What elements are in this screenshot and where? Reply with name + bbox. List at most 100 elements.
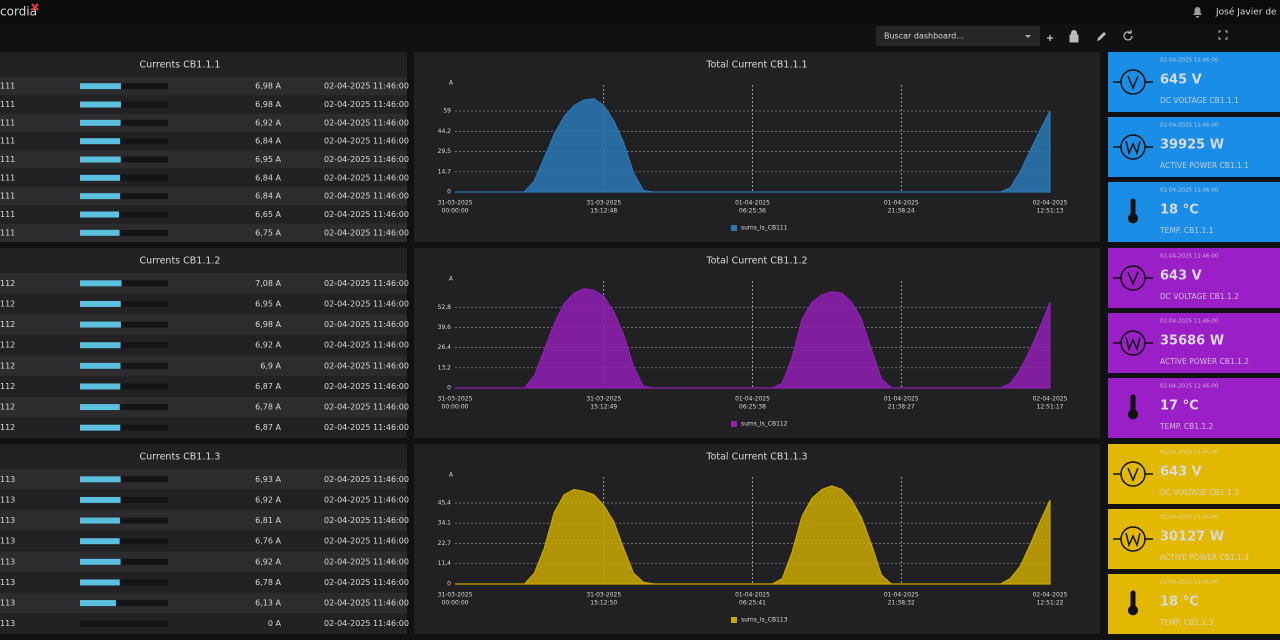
legend-swatch	[731, 225, 737, 231]
y-tick-label: 29,5	[438, 148, 452, 155]
value-bar	[80, 300, 121, 307]
search-box[interactable]	[876, 26, 1040, 46]
row-name: 112	[0, 341, 15, 350]
y-tick-label: 14,7	[438, 168, 452, 175]
row-value: 6,95 A	[255, 155, 281, 164]
card-time: 02-04-2025 11:46:00	[1160, 188, 1219, 194]
x-tick-time: 00:00:00	[442, 600, 469, 607]
card-label: ACTIVE POWER CB1.1.1	[1160, 161, 1249, 170]
legend-swatch	[731, 421, 737, 427]
card-time: 02-04-2025 11:46:00	[1160, 384, 1219, 390]
row-name: 111	[0, 192, 15, 201]
row-time: 02-04-2025 11:46:00	[324, 192, 409, 201]
edit-icon[interactable]	[1097, 32, 1106, 41]
fullscreen-icon[interactable]	[1218, 30, 1228, 40]
row-value: 6,75 A	[255, 228, 281, 237]
card-time: 02-04-2025 11:46:00	[1160, 450, 1219, 456]
thermometer-icon	[1128, 198, 1138, 224]
table-row	[0, 314, 407, 335]
unit-icon-glyph	[1127, 271, 1139, 286]
logo-mark	[31, 3, 39, 11]
row-name: 111	[0, 100, 15, 109]
refresh-icon[interactable]	[1123, 30, 1133, 41]
card-value: 18 °C	[1160, 595, 1199, 610]
stat-card	[1108, 444, 1280, 504]
logo[interactable]: cordia	[0, 5, 37, 19]
card-time: 02-04-2025 11:46:00	[1160, 58, 1219, 64]
card-value: 17 °C	[1160, 399, 1199, 414]
row-value: 6,9 A	[260, 361, 281, 370]
x-tick-time: 21:38:32	[888, 600, 915, 607]
row-time: 02-04-2025 11:46:00	[324, 82, 409, 91]
search-caret	[1025, 35, 1031, 38]
table-row	[0, 355, 407, 377]
row-value: 6,76 A	[255, 537, 281, 546]
y-tick-label: 13,2	[438, 364, 452, 371]
value-bar	[80, 517, 120, 524]
table-row	[0, 223, 407, 242]
row-value: 6,87 A	[255, 382, 281, 391]
value-bar	[80, 362, 121, 369]
bar-track	[80, 101, 168, 108]
bar-track	[80, 600, 168, 607]
y-tick-label: 39,6	[438, 324, 452, 331]
x-tick-date: 31-03-2025	[438, 396, 473, 403]
value-bar	[80, 229, 120, 236]
row-name: 113	[0, 578, 15, 587]
row-value: 6,78 A	[255, 578, 281, 587]
row-name: 113	[0, 495, 15, 504]
row-time: 02-04-2025 11:46:00	[324, 475, 409, 484]
x-tick-time: 15:12:50	[590, 600, 617, 607]
panels: Currents CB1.1.1 111 6,98 A 02-04-2025 11:4…	[0, 52, 1280, 634]
chart-panel	[414, 248, 1100, 438]
lock-icon[interactable]	[1069, 30, 1079, 43]
row-time: 02-04-2025 11:46:00	[324, 382, 409, 391]
add-icon[interactable]	[1047, 35, 1053, 41]
row-value: 7,08 A	[255, 279, 281, 288]
value-bar	[80, 119, 121, 126]
row-name: 112	[0, 423, 15, 432]
row-time: 02-04-2025 11:46:00	[324, 100, 409, 109]
bar-track	[80, 517, 168, 524]
search-placeholder[interactable]: Buscar dashboard...	[884, 32, 964, 41]
x-tick-time: 21:38:27	[888, 404, 915, 411]
value-bar	[80, 174, 121, 181]
bar-track	[80, 211, 168, 218]
x-tick-date: 01-04-2025	[884, 396, 919, 403]
row-value: 6,95 A	[255, 299, 281, 308]
table-title: Currents CB1.1.3	[140, 452, 221, 463]
y-tick-label: 0	[447, 189, 451, 196]
bar-track	[80, 229, 168, 236]
y-tick-label: 52,8	[438, 304, 452, 311]
x-tick-time: 15:12:49	[590, 404, 617, 411]
table-row	[0, 613, 407, 634]
x-tick-date: 02-04-2025	[1033, 592, 1068, 599]
stat-card	[1108, 182, 1280, 242]
row-name: 111	[0, 118, 15, 127]
bell-icon[interactable]	[1193, 7, 1202, 18]
row-name: 113	[0, 475, 15, 484]
row-time: 02-04-2025 11:46:00	[324, 361, 409, 370]
row-name: 112	[0, 299, 15, 308]
y-tick-label: 26,4	[438, 344, 452, 351]
chart-panel	[414, 52, 1100, 242]
stat-card	[1108, 52, 1280, 112]
table-row	[0, 95, 407, 114]
y-unit: A	[449, 472, 454, 479]
row-value: 6,84 A	[255, 192, 281, 201]
table-title: Currents CB1.1.1	[140, 60, 221, 71]
value-bar	[80, 558, 121, 565]
x-tick-time: 12:51:13	[1037, 208, 1064, 215]
bar-track	[80, 156, 168, 163]
x-tick-date: 01-04-2025	[735, 592, 770, 599]
row-value: 6,65 A	[255, 210, 281, 219]
card-time: 02-04-2025 11:46:00	[1160, 319, 1219, 325]
x-tick-time: 12:51:17	[1037, 404, 1064, 411]
bar-track	[80, 404, 168, 411]
value-bar	[80, 211, 120, 218]
user-name[interactable]: José Javier de la	[1215, 7, 1280, 18]
card-label: TEMP. CB1.1.3	[1159, 618, 1214, 627]
bar-track	[80, 321, 168, 328]
bar-track	[80, 342, 168, 349]
